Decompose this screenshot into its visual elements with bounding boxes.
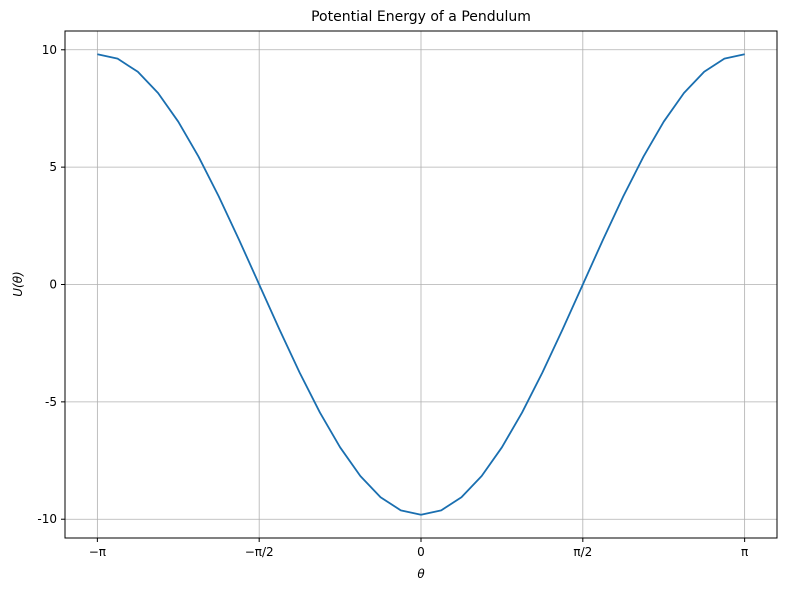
x-tick-label: −π [89,545,106,559]
ticks: −π −π/2 0 π/2 π 10 5 0 -5 -10 [37,43,748,559]
x-tick-label: π/2 [573,545,592,559]
grid [65,31,777,538]
y-tick-label: 0 [49,278,57,292]
y-axis-label: U(θ) [11,271,25,297]
y-tick-label: 5 [49,160,57,174]
series-line [97,53,745,516]
y-tick-label: 10 [42,43,57,57]
x-tick-label: π [741,545,748,559]
y-tick-label: -10 [37,512,57,526]
chart-title: Potential Energy of a Pendulum [311,9,531,25]
x-tick-label: 0 [417,545,425,559]
y-tick-label: -5 [45,395,57,409]
x-axis-label: θ [417,567,425,581]
x-tick-label: −π/2 [245,545,274,559]
series-layer [97,53,745,516]
